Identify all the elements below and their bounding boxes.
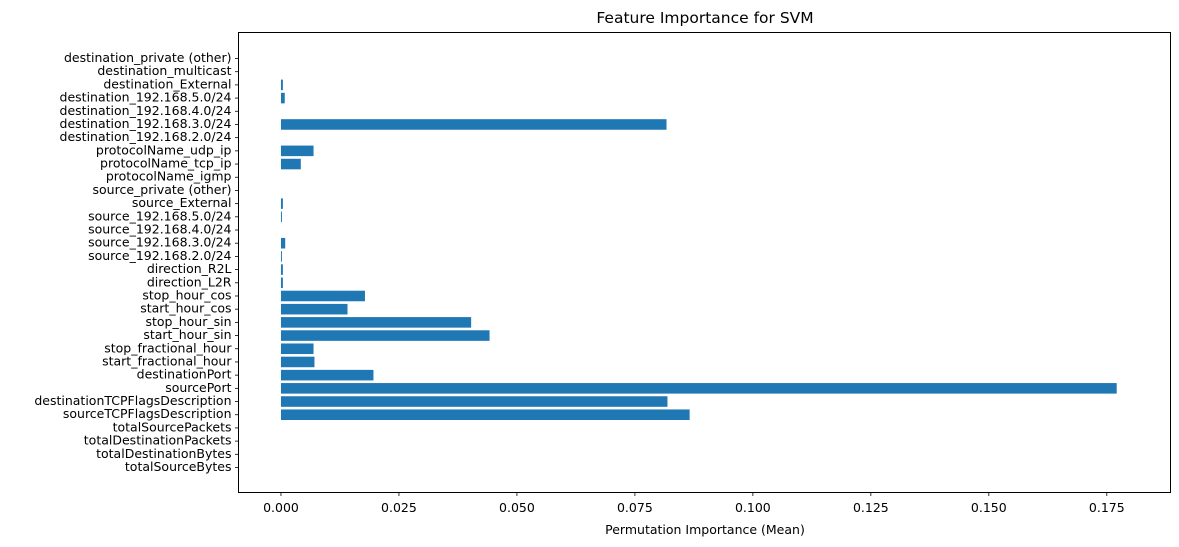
x-tick-label: 0.100 (735, 500, 771, 515)
y-tick-label: totalDestinationBytes (96, 446, 231, 461)
y-tick-label: totalDestinationPackets (84, 433, 232, 448)
y-tick-label: protocolName_igmp (106, 169, 232, 184)
x-tick-label: 0.075 (617, 500, 653, 515)
y-tick-label: destination_192.168.5.0/24 (60, 90, 232, 105)
y-tick-label: destination_private (other) (64, 50, 232, 65)
y-tick-label: direction_L2R (147, 274, 232, 289)
bar (280, 211, 282, 223)
y-tick-label: totalSourceBytes (125, 459, 232, 474)
y-tick-label: source_private (other) (93, 182, 232, 197)
chart-title: Feature Importance for SVM (596, 9, 813, 27)
x-tick-label: 0.050 (499, 500, 535, 515)
bar (280, 198, 283, 209)
bar (280, 330, 490, 341)
y-tick-label: source_192.168.2.0/24 (88, 248, 231, 263)
y-axis: totalSourceBytestotalDestinationBytestot… (34, 50, 239, 474)
y-tick-label: totalSourcePackets (113, 419, 232, 434)
bars-group (280, 79, 1117, 421)
y-tick-label: destinationPort (137, 367, 232, 382)
y-tick-label: source_192.168.5.0/24 (88, 208, 231, 223)
y-tick-label: start_hour_cos (140, 301, 231, 316)
y-tick-label: destinationTCPFlagsDescription (34, 393, 231, 408)
y-tick-label: protocolName_udp_ip (96, 142, 232, 157)
x-tick-label: 0.025 (381, 500, 417, 515)
bar (280, 356, 315, 368)
y-tick-label: source_External (132, 195, 232, 210)
x-axis-label: Permutation Importance (Mean) (605, 522, 805, 537)
bar (280, 145, 314, 157)
bar (280, 317, 472, 328)
bar (280, 237, 286, 249)
bar (280, 251, 282, 262)
bar (280, 290, 365, 302)
y-tick-label: stop_hour_sin (145, 314, 231, 329)
bar (280, 396, 668, 407)
bar (280, 303, 348, 315)
x-tick-label: 0.175 (1089, 500, 1125, 515)
bar (280, 277, 283, 289)
y-tick-label: start_fractional_hour (102, 353, 232, 368)
y-tick-label: stop_hour_cos (142, 287, 231, 302)
bar (280, 369, 374, 381)
x-axis: 0.000 0.025 0.050 0.075 0.100 0.125 0.150 0.175 (263, 492, 1125, 515)
bar (280, 119, 667, 130)
bar (280, 158, 301, 170)
y-tick-label: sourceTCPFlagsDescription (63, 406, 232, 421)
y-tick-label: protocolName_tcp_ip (100, 156, 232, 171)
y-tick-label: stop_fractional_hour (104, 340, 232, 355)
y-tick-label: destination_192.168.2.0/24 (60, 129, 232, 144)
x-tick-label: 0.000 (263, 500, 299, 515)
y-tick-label: sourcePort (165, 380, 231, 395)
x-tick-label: 0.125 (853, 500, 889, 515)
x-tick-label: 0.150 (971, 500, 1007, 515)
bar (280, 92, 285, 104)
y-tick-label: destination_multicast (97, 63, 231, 78)
bar (280, 264, 283, 275)
y-tick-label: source_192.168.4.0/24 (88, 222, 231, 237)
bar (280, 79, 283, 91)
y-tick-label: direction_R2L (147, 261, 232, 276)
y-tick-label: destination_192.168.3.0/24 (60, 116, 232, 131)
bar (280, 383, 1117, 394)
bar (280, 343, 314, 355)
plot-frame (238, 32, 1171, 493)
y-tick-label: start_hour_sin (143, 327, 231, 342)
y-tick-label: destination_External (103, 76, 231, 91)
bar (280, 409, 690, 421)
y-tick-label: source_192.168.3.0/24 (88, 235, 231, 250)
y-tick-label: destination_192.168.4.0/24 (60, 103, 232, 118)
